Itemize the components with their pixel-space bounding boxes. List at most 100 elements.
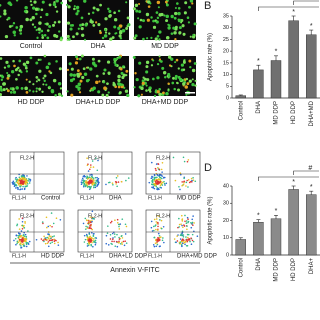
event [190,221,192,224]
cell [104,31,108,34]
event [91,231,93,234]
cell [43,54,47,58]
event [95,157,97,160]
event [186,225,188,227]
cell [75,32,79,36]
event [94,237,97,239]
flow-label: Control [41,196,60,202]
event [87,241,90,244]
cell [35,12,38,16]
event [52,222,55,225]
event [151,230,154,232]
cell [158,13,162,17]
event [189,180,192,183]
cell [117,82,122,87]
cell [154,37,158,41]
event [162,225,165,228]
cell [81,75,85,80]
event [26,175,28,177]
cell [6,71,9,75]
event [93,185,95,187]
event [114,236,116,238]
cell [7,74,11,78]
cell [91,11,95,14]
cell [35,28,38,32]
cell [177,67,180,70]
event [51,239,54,241]
cell [19,24,24,29]
event [159,245,161,247]
cell [167,82,170,85]
cell [146,18,150,22]
cell [101,36,105,40]
cell [5,87,8,90]
event [109,181,111,184]
cell [114,63,118,67]
event [120,235,123,237]
cell [13,34,16,37]
event [50,212,53,214]
event [46,226,48,229]
event [86,164,89,167]
cell [57,92,62,97]
cell [164,0,168,4]
cell [6,76,10,80]
event [86,238,89,241]
event [86,245,89,247]
x-tick-label: DHA [256,258,262,271]
event [15,180,18,182]
micro-label: DHA [91,43,106,50]
event [155,182,158,185]
cell [157,6,160,9]
cell [25,60,30,65]
event [46,242,49,245]
cell [19,32,23,35]
event [88,236,91,239]
event [178,217,180,220]
event [20,246,22,249]
event [116,245,119,248]
cell [162,91,165,95]
flow-x-label: FL1-H [80,253,94,259]
y-tick-label: 0 [226,252,229,258]
cell [47,62,51,66]
event [150,220,153,223]
cell [103,34,108,38]
event [89,240,92,243]
event [26,242,29,244]
event [24,179,27,182]
cell [45,65,50,70]
cell [117,26,121,30]
cell [38,31,41,34]
event [127,177,130,179]
micro-label: MD DDP [151,43,179,50]
event [179,238,182,240]
cell [38,87,42,91]
event [21,188,24,190]
event [21,227,24,230]
flow-plot [145,209,201,253]
event [91,228,94,231]
cell [150,16,153,19]
event [193,222,195,224]
cell [182,32,186,36]
event [92,166,95,168]
cell [165,35,170,40]
cell [76,72,80,77]
event [183,177,185,180]
cell [149,2,152,5]
cell [11,24,14,27]
event [86,157,88,160]
event [183,224,185,226]
event [23,244,25,246]
cell [6,89,10,93]
event [47,225,50,228]
event [45,216,48,219]
event [26,183,29,185]
event [116,175,119,177]
event [179,241,182,243]
cell [178,31,182,35]
event [119,242,122,245]
event [192,177,194,179]
event [186,160,189,163]
